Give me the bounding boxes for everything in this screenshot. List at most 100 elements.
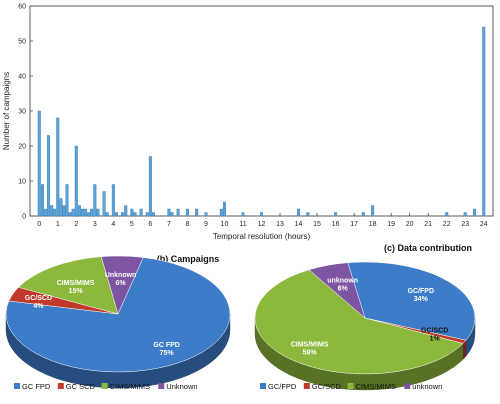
histogram-bar xyxy=(121,212,125,217)
histogram-bar xyxy=(102,191,106,217)
histogram-bar xyxy=(222,201,226,217)
legend-label: GC FPD xyxy=(22,382,51,391)
histogram-bar xyxy=(482,26,486,217)
x-tick-label: 12 xyxy=(258,221,266,228)
legend-label: GC SCD xyxy=(66,382,96,391)
pie-c-legend: GC/FPD GC/SCD CIMS/MIMS unknown xyxy=(260,382,442,391)
pie-chart-data-contribution: (c) Data contribution GC/FPD 34% GC/SCD 1% C… xyxy=(254,243,476,391)
x-tick-label: 13 xyxy=(276,221,284,228)
legend-swatch xyxy=(404,383,411,389)
histogram-bar xyxy=(176,208,180,217)
histogram-bar xyxy=(87,212,91,217)
histogram-bar xyxy=(334,212,338,217)
histogram-bar xyxy=(219,208,223,217)
x-tick-label: 11 xyxy=(239,221,246,228)
histogram-bar xyxy=(105,212,109,217)
pie-b-title: (b) Campaigns xyxy=(157,254,220,264)
x-tick-label: 24 xyxy=(480,221,488,228)
histogram-bar xyxy=(260,212,263,217)
x-tick-label: 0 xyxy=(37,221,41,228)
y-axis-label: Number of campaigns xyxy=(2,72,11,150)
legend-swatch xyxy=(57,383,64,389)
pie-slice xyxy=(100,255,144,315)
legend-swatch xyxy=(260,383,266,389)
histogram-bar xyxy=(145,212,149,217)
x-tick-label: 4 xyxy=(111,221,115,228)
x-tick-label: 7 xyxy=(167,221,171,228)
legend-label: GC/SCD xyxy=(312,382,342,391)
legend-label: CIMS/MIMS xyxy=(110,382,150,391)
histogram-bar xyxy=(371,205,375,217)
histogram-bar xyxy=(463,212,467,217)
x-tick-label: 17 xyxy=(350,221,358,228)
legend-swatch xyxy=(303,383,310,389)
x-tick-label: 20 xyxy=(406,221,414,228)
histogram-bar xyxy=(204,212,208,217)
y-tick-label: 30 xyxy=(18,109,26,116)
legend-label: Unknown xyxy=(166,382,197,391)
histogram-bar xyxy=(241,212,245,217)
pie-c-body: GC/FPD 34% GC/SCD 1% CIMS/MIMS 59% unknown 6% xyxy=(254,261,476,391)
histogram-bar xyxy=(114,212,118,217)
histogram-bar xyxy=(56,117,60,217)
x-tick-label: 21 xyxy=(424,221,432,228)
histogram-plot-area xyxy=(29,5,494,217)
histogram-bar xyxy=(47,135,51,217)
histogram-bar xyxy=(170,212,174,217)
x-tick-label: 15 xyxy=(313,221,321,228)
histogram-bar xyxy=(96,208,100,217)
histogram-bar xyxy=(59,198,63,217)
y-tick-label: 50 xyxy=(18,39,26,46)
histogram-bar xyxy=(472,208,476,217)
histogram-bar xyxy=(185,208,189,217)
histogram-bar xyxy=(297,208,301,217)
histogram-bar xyxy=(90,208,94,217)
histogram-bar xyxy=(84,208,88,217)
histogram-bar xyxy=(124,205,128,217)
histogram-bar xyxy=(80,208,84,217)
y-tick-label: 40 xyxy=(18,74,26,81)
histogram-bars xyxy=(37,26,486,217)
pie-slice-label: GC/SCD 1% xyxy=(421,328,448,343)
pie-c-title: (c) Data contribution xyxy=(384,243,472,253)
x-tick-label: 16 xyxy=(332,221,340,228)
x-tick-label: 8 xyxy=(185,221,189,228)
pie-slice-label: GC FPD 75% xyxy=(153,342,179,357)
pie-b-body: GC FPD 75% GC/SCD 4% CIMS/MIMS 15% Unknown 6% xyxy=(5,255,231,389)
pie-slice xyxy=(18,256,119,315)
legend-swatch xyxy=(347,383,354,389)
x-tick-label: 9 xyxy=(204,221,208,228)
x-tick-label: 19 xyxy=(387,221,395,228)
x-tick-label: 10 xyxy=(221,221,229,228)
histogram-bar xyxy=(139,208,143,217)
histogram-bar xyxy=(68,212,72,217)
y-tick-label: 60 xyxy=(18,4,26,11)
y-tick-label: 0 xyxy=(22,214,26,221)
histogram-bar xyxy=(74,145,78,217)
x-tick-label: 6 xyxy=(148,221,152,228)
histogram-bar xyxy=(195,208,199,217)
x-tick-label: 3 xyxy=(93,221,97,228)
pie-slice-label: Unknown 6% xyxy=(105,272,137,287)
pie-slice-label: CIMS/MIMS 15% xyxy=(57,280,95,295)
x-tick-label: 1 xyxy=(56,221,60,228)
pie-slice-label: GC/SCD 4% xyxy=(25,295,52,310)
legend-swatch xyxy=(158,383,165,389)
histogram-bar xyxy=(130,208,134,217)
legend-label: GC/FPD xyxy=(268,382,297,391)
pie-slice xyxy=(347,261,476,341)
legend-label: CIMS/MIMS xyxy=(356,382,396,391)
histogram-bar xyxy=(62,205,66,217)
pie-slice-label: CIMS/MIMS 59% xyxy=(291,341,329,356)
histogram-bar xyxy=(111,184,115,217)
pie-chart-campaigns: (b) Campaigns GC FPD 75% GC/SCD 4% CIMS/MIMS… xyxy=(5,254,231,391)
histogram-bar xyxy=(37,110,41,217)
pie-slice-label: GC/FPD 34% xyxy=(408,288,434,303)
histogram-bar xyxy=(445,212,449,217)
pie-slice xyxy=(308,262,366,319)
pie-slice-label: unknown 6% xyxy=(327,277,358,292)
histogram-bar xyxy=(43,208,47,217)
legend-label: unknown xyxy=(412,382,442,391)
histogram-bar xyxy=(50,205,54,217)
x-tick-label: 2 xyxy=(74,221,78,228)
